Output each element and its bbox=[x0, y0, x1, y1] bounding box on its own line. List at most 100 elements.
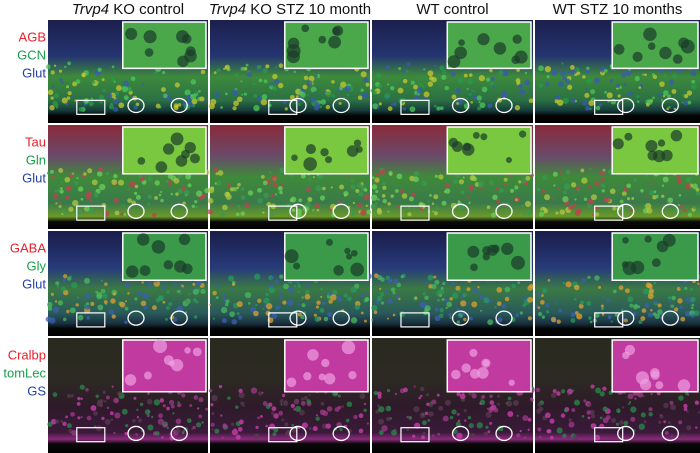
cell bbox=[463, 409, 467, 413]
cell bbox=[363, 188, 368, 192]
cell bbox=[87, 168, 93, 174]
cell bbox=[205, 407, 209, 411]
cell bbox=[612, 206, 617, 211]
cell bbox=[320, 287, 323, 291]
header-italic: Trvp4 bbox=[209, 1, 246, 18]
cell bbox=[136, 415, 140, 419]
roi-circle bbox=[289, 310, 307, 326]
micrograph-panel bbox=[370, 125, 534, 229]
cell bbox=[97, 304, 104, 311]
cell bbox=[343, 293, 348, 298]
cell bbox=[691, 79, 695, 84]
cell bbox=[229, 311, 235, 318]
cell bbox=[668, 68, 673, 73]
cell bbox=[518, 180, 522, 184]
cell bbox=[504, 296, 510, 302]
cell bbox=[652, 96, 655, 100]
cell bbox=[641, 73, 645, 76]
cell bbox=[216, 284, 220, 288]
cell bbox=[588, 185, 592, 189]
cell bbox=[646, 99, 653, 105]
cell bbox=[562, 433, 567, 439]
header-text: KO STZ 10 month bbox=[250, 1, 371, 18]
cell bbox=[690, 83, 697, 90]
cell bbox=[663, 420, 667, 424]
cell bbox=[631, 196, 635, 200]
cell bbox=[379, 287, 382, 290]
cell bbox=[556, 391, 561, 396]
cell bbox=[562, 76, 567, 81]
inset-cell bbox=[512, 34, 522, 44]
cell bbox=[277, 190, 280, 194]
cell bbox=[507, 410, 514, 417]
cell bbox=[164, 317, 169, 321]
cell bbox=[99, 94, 105, 100]
inset-cell bbox=[328, 35, 342, 49]
cell bbox=[598, 285, 602, 289]
cell bbox=[446, 301, 453, 308]
cell bbox=[75, 79, 81, 84]
cell bbox=[56, 285, 60, 288]
inset-cell bbox=[163, 260, 174, 270]
cell bbox=[574, 100, 577, 103]
cell bbox=[504, 286, 511, 293]
inset-cell bbox=[325, 238, 333, 246]
cell bbox=[160, 198, 164, 203]
cell bbox=[294, 405, 302, 412]
cell bbox=[58, 204, 62, 208]
cell bbox=[601, 313, 605, 316]
cell bbox=[423, 91, 430, 98]
cell bbox=[630, 209, 633, 213]
cell bbox=[567, 84, 573, 90]
cell bbox=[122, 80, 130, 87]
cell bbox=[198, 397, 204, 403]
cell bbox=[524, 71, 528, 75]
cell bbox=[663, 74, 667, 78]
cell bbox=[424, 305, 431, 312]
cell bbox=[281, 393, 286, 398]
cell bbox=[586, 300, 592, 306]
inset-cell bbox=[155, 161, 168, 173]
cell bbox=[350, 317, 358, 324]
cell bbox=[360, 311, 364, 315]
column-header: WT STZ 10 months bbox=[553, 1, 683, 18]
cell bbox=[589, 168, 592, 171]
cell bbox=[271, 411, 275, 416]
inset-cell bbox=[448, 137, 459, 148]
cell bbox=[315, 185, 322, 192]
cell bbox=[498, 188, 504, 193]
inset-cell bbox=[458, 39, 465, 46]
cell bbox=[373, 310, 378, 315]
cell bbox=[185, 173, 192, 180]
cell bbox=[130, 76, 136, 82]
cell bbox=[507, 295, 511, 298]
cell bbox=[424, 295, 429, 301]
cell bbox=[623, 83, 627, 87]
cell bbox=[525, 68, 529, 72]
cell bbox=[195, 190, 203, 197]
cell bbox=[186, 418, 192, 424]
cell bbox=[376, 209, 383, 215]
cell bbox=[634, 75, 640, 82]
cell bbox=[527, 417, 532, 422]
cell bbox=[172, 412, 175, 415]
cell bbox=[549, 431, 552, 434]
cell bbox=[240, 187, 245, 191]
cell bbox=[119, 301, 126, 308]
cell bbox=[550, 392, 557, 399]
inset-cell bbox=[303, 371, 312, 381]
cell bbox=[172, 317, 178, 322]
cell bbox=[59, 189, 64, 194]
cell bbox=[525, 175, 531, 181]
cell bbox=[450, 71, 456, 77]
cell bbox=[127, 184, 131, 188]
cell bbox=[493, 407, 499, 413]
cell bbox=[668, 298, 672, 303]
cell bbox=[60, 181, 64, 184]
cell bbox=[545, 310, 550, 314]
cell bbox=[359, 393, 366, 400]
cell bbox=[664, 430, 669, 435]
cell bbox=[133, 396, 137, 400]
cell bbox=[666, 107, 669, 111]
cell bbox=[421, 180, 428, 187]
